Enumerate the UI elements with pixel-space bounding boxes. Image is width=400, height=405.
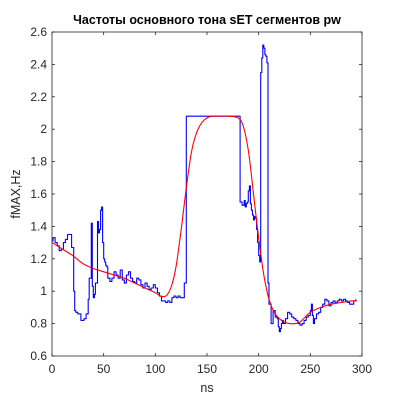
x-tick-label: 250 — [300, 362, 320, 376]
red-series-line — [51, 115, 357, 325]
y-tick-label: 2.6 — [30, 25, 47, 39]
blue-series-line — [52, 44, 357, 333]
x-tick-label: 0 — [49, 362, 56, 376]
x-axis-label: ns — [200, 381, 213, 395]
x-tick-label: 100 — [145, 362, 165, 376]
y-tick-label: 2.2 — [30, 90, 47, 104]
series-layer — [51, 44, 357, 333]
y-tick-label: 0.8 — [30, 317, 47, 331]
y-tick-label: 1.4 — [30, 219, 47, 233]
y-tick-label: 2.4 — [30, 57, 47, 71]
y-tick-label: 1.6 — [30, 187, 47, 201]
y-tick-label: 0.6 — [30, 349, 47, 363]
plot-area — [52, 32, 362, 356]
tick-layer: 0 50 100 150 200 250 300 0.6 0.8 1 1.2 1.4 1.6 1.8 2 2.… — [30, 25, 372, 376]
y-tick-label: 1.2 — [30, 252, 47, 266]
y-tick-label: 2 — [40, 122, 47, 136]
x-tick-label: 300 — [352, 362, 372, 376]
y-tick-label: 1 — [40, 284, 47, 298]
y-axis-label: fMAX,Hz — [9, 169, 23, 218]
y-tick-label: 1.8 — [30, 155, 47, 169]
x-tick-label: 150 — [197, 362, 217, 376]
x-tick-label: 200 — [249, 362, 269, 376]
x-tick-label: 50 — [97, 362, 111, 376]
axes-box — [51, 31, 363, 357]
chart-title: Частоты основного тона sET сегментов pw — [73, 13, 341, 27]
